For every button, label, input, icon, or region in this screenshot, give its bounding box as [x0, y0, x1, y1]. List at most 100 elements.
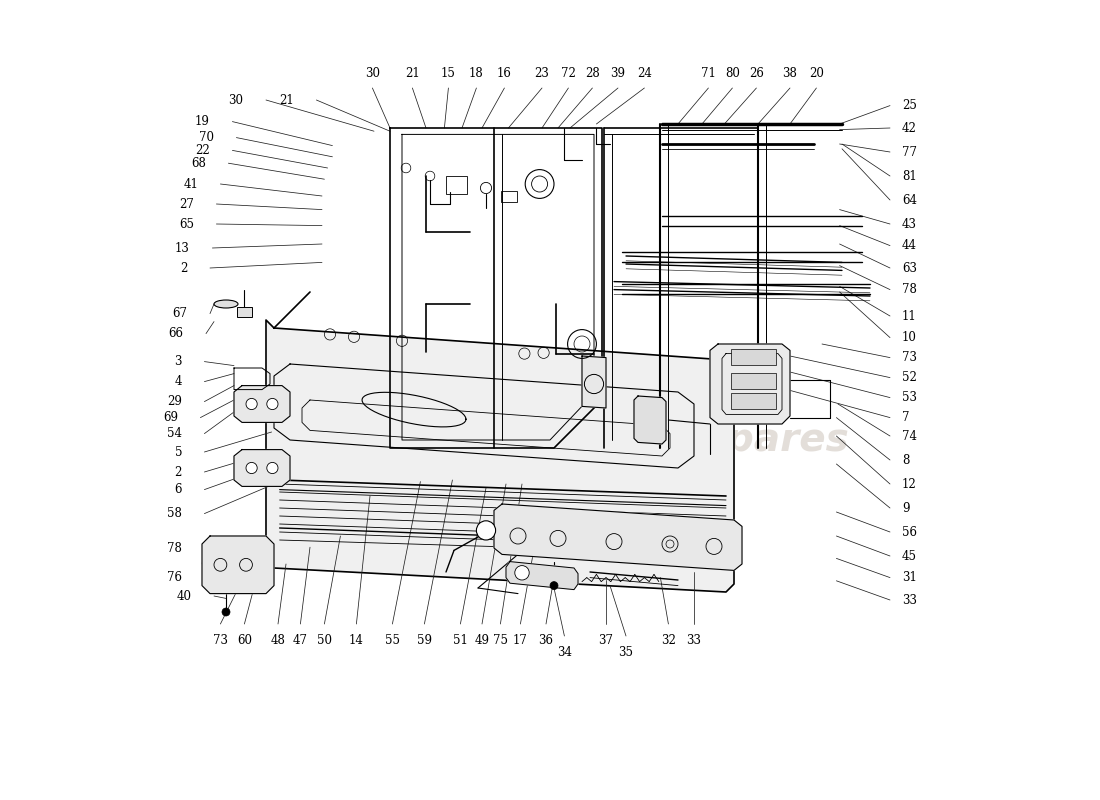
- FancyBboxPatch shape: [730, 373, 777, 389]
- Text: 17: 17: [513, 634, 528, 647]
- Text: 29: 29: [167, 395, 182, 408]
- Text: 4: 4: [175, 375, 182, 388]
- Polygon shape: [634, 396, 665, 444]
- Text: 75: 75: [493, 634, 508, 647]
- Text: 3: 3: [175, 355, 182, 368]
- Circle shape: [267, 398, 278, 410]
- Text: 44: 44: [902, 239, 917, 252]
- Text: 21: 21: [405, 67, 420, 80]
- Text: 65: 65: [179, 218, 194, 230]
- Text: 68: 68: [191, 157, 206, 170]
- Text: 50: 50: [317, 634, 332, 647]
- Polygon shape: [506, 562, 578, 590]
- Text: 2: 2: [180, 262, 188, 274]
- Polygon shape: [234, 386, 290, 422]
- Text: 40: 40: [177, 590, 191, 602]
- Text: 59: 59: [417, 634, 432, 647]
- Text: 20: 20: [808, 67, 824, 80]
- Text: 27: 27: [179, 198, 194, 210]
- Polygon shape: [710, 344, 790, 424]
- Text: 55: 55: [385, 634, 400, 647]
- Text: 41: 41: [183, 178, 198, 190]
- Text: 73: 73: [213, 634, 228, 647]
- Text: 66: 66: [168, 327, 184, 340]
- Ellipse shape: [214, 300, 238, 308]
- Text: 54: 54: [167, 427, 182, 440]
- FancyBboxPatch shape: [730, 393, 777, 409]
- Text: 37: 37: [598, 634, 614, 647]
- Text: 7: 7: [902, 411, 910, 424]
- Text: 56: 56: [902, 526, 917, 538]
- Text: 45: 45: [902, 550, 917, 562]
- Text: 14: 14: [349, 634, 364, 647]
- Circle shape: [476, 521, 496, 540]
- Text: eurospares: eurospares: [603, 421, 849, 459]
- Text: 9: 9: [902, 502, 910, 514]
- Text: 32: 32: [661, 634, 675, 647]
- Text: 78: 78: [167, 542, 182, 554]
- Text: 76: 76: [167, 571, 182, 584]
- Text: 23: 23: [535, 67, 549, 80]
- Circle shape: [550, 582, 558, 590]
- Text: 47: 47: [293, 634, 308, 647]
- Text: 49: 49: [474, 634, 490, 647]
- Text: 36: 36: [539, 634, 553, 647]
- Text: 72: 72: [561, 67, 575, 80]
- Text: 13: 13: [175, 242, 190, 254]
- Polygon shape: [494, 504, 743, 570]
- Text: 60: 60: [236, 634, 252, 647]
- Text: 25: 25: [902, 99, 917, 112]
- FancyBboxPatch shape: [730, 349, 777, 365]
- Circle shape: [246, 398, 257, 410]
- Text: 52: 52: [902, 371, 917, 384]
- Text: 2: 2: [175, 466, 182, 478]
- Text: 8: 8: [902, 454, 910, 466]
- Polygon shape: [582, 356, 606, 408]
- Text: 35: 35: [618, 646, 634, 659]
- Text: 39: 39: [610, 67, 626, 80]
- Text: 53: 53: [902, 391, 917, 404]
- Circle shape: [267, 462, 278, 474]
- Text: 63: 63: [902, 262, 917, 274]
- Text: 42: 42: [902, 122, 917, 134]
- Polygon shape: [234, 450, 290, 486]
- Text: 64: 64: [902, 194, 917, 206]
- Text: 33: 33: [686, 634, 702, 647]
- Text: 10: 10: [902, 331, 917, 344]
- Text: 16: 16: [497, 67, 512, 80]
- Text: 19: 19: [195, 115, 210, 128]
- Text: 12: 12: [902, 478, 916, 490]
- Text: 71: 71: [701, 67, 716, 80]
- Text: 78: 78: [902, 283, 917, 296]
- Text: 6: 6: [175, 483, 182, 496]
- Text: 77: 77: [902, 146, 917, 158]
- Text: eurospares: eurospares: [337, 362, 636, 406]
- Text: 69: 69: [163, 411, 178, 424]
- Text: 26: 26: [749, 67, 763, 80]
- Text: 30: 30: [229, 94, 243, 106]
- Text: 67: 67: [173, 307, 188, 320]
- Text: 28: 28: [585, 67, 600, 80]
- Text: 31: 31: [902, 571, 917, 584]
- Text: 18: 18: [469, 67, 484, 80]
- Text: 43: 43: [902, 218, 917, 230]
- Text: 81: 81: [902, 170, 916, 182]
- Circle shape: [222, 608, 230, 616]
- Text: 58: 58: [167, 507, 182, 520]
- Text: 38: 38: [782, 67, 797, 80]
- FancyBboxPatch shape: [238, 307, 252, 317]
- Text: 48: 48: [271, 634, 285, 647]
- Circle shape: [246, 462, 257, 474]
- Text: 70: 70: [199, 131, 214, 144]
- Text: 11: 11: [902, 310, 916, 322]
- Text: 15: 15: [441, 67, 455, 80]
- Text: 51: 51: [453, 634, 468, 647]
- Text: 34: 34: [557, 646, 572, 659]
- Text: 73: 73: [902, 351, 917, 364]
- Text: 5: 5: [175, 446, 182, 458]
- Polygon shape: [266, 320, 734, 592]
- Text: 74: 74: [902, 430, 917, 442]
- Text: 33: 33: [902, 594, 917, 606]
- Circle shape: [515, 566, 529, 580]
- Text: 22: 22: [196, 144, 210, 157]
